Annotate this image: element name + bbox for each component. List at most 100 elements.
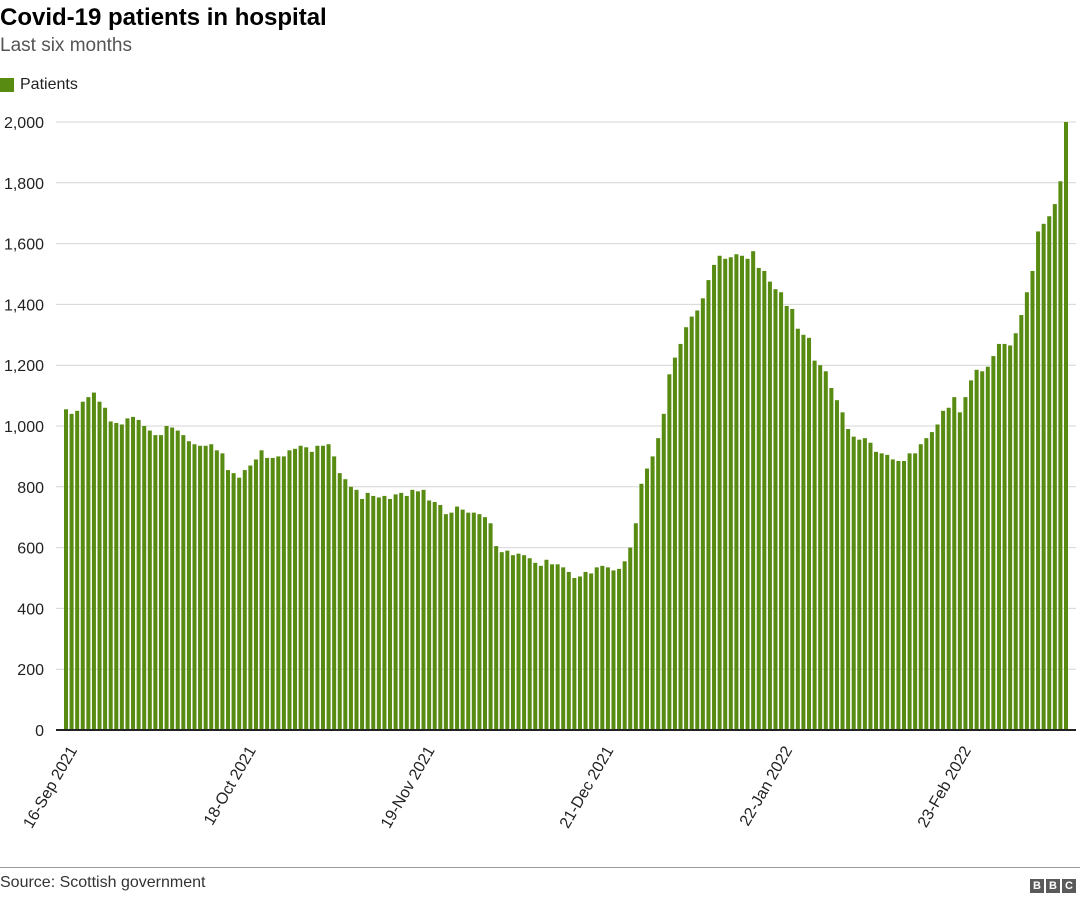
bar xyxy=(767,281,772,730)
bar xyxy=(689,316,694,730)
chart-title: Covid-19 patients in hospital xyxy=(0,4,327,31)
bar xyxy=(751,251,756,730)
bar xyxy=(1024,292,1029,730)
bar xyxy=(510,555,515,730)
bar xyxy=(382,495,387,730)
bar xyxy=(482,517,487,730)
bar xyxy=(700,298,705,730)
bar xyxy=(427,500,432,730)
bar xyxy=(868,442,873,730)
bar xyxy=(907,453,912,730)
bar xyxy=(644,468,650,730)
y-tick-label: 0 xyxy=(35,723,44,740)
bar xyxy=(661,413,666,730)
bar xyxy=(348,486,353,730)
y-tick-label: 800 xyxy=(17,480,44,497)
bar xyxy=(807,337,812,730)
bar xyxy=(75,410,80,730)
bar xyxy=(108,421,113,730)
bar xyxy=(136,419,141,730)
bar xyxy=(589,573,594,730)
x-tick-label: 19-Nov 2021 xyxy=(378,743,439,831)
bar xyxy=(242,470,247,730)
bar xyxy=(577,576,582,730)
y-tick-label: 600 xyxy=(17,541,44,558)
bar xyxy=(672,357,677,730)
bar xyxy=(270,457,275,730)
bar xyxy=(684,327,689,730)
bar xyxy=(941,410,946,730)
bar xyxy=(466,512,471,730)
bar xyxy=(114,422,119,730)
x-tick-label: 23-Feb 2022 xyxy=(915,743,975,830)
bar xyxy=(885,454,890,730)
bar xyxy=(611,570,616,730)
bar xyxy=(393,494,398,730)
bar xyxy=(1047,216,1052,730)
bar xyxy=(896,460,901,730)
legend-swatch xyxy=(0,78,14,92)
bar xyxy=(667,374,672,730)
bar xyxy=(97,401,102,730)
bar xyxy=(996,343,1001,730)
bar xyxy=(617,568,622,730)
x-tick-label: 18-Oct 2021 xyxy=(201,743,260,828)
bar xyxy=(656,438,661,730)
bar xyxy=(63,409,69,730)
y-tick-label: 200 xyxy=(17,662,44,679)
bar xyxy=(147,430,152,730)
bar xyxy=(991,356,996,730)
bar xyxy=(371,495,376,730)
bar xyxy=(214,450,219,730)
bar xyxy=(633,523,638,730)
bar xyxy=(639,483,644,730)
bar xyxy=(360,498,365,730)
y-tick-label: 1,000 xyxy=(4,419,44,436)
bar xyxy=(1052,204,1057,730)
bar xyxy=(91,392,96,730)
bar xyxy=(186,441,191,730)
bar xyxy=(226,470,231,730)
bar xyxy=(499,552,504,730)
bar xyxy=(745,258,750,730)
bar xyxy=(175,430,180,730)
bar xyxy=(739,255,744,730)
bar xyxy=(170,427,175,730)
bar xyxy=(1063,122,1069,730)
y-tick-label: 1,600 xyxy=(4,237,44,254)
bar xyxy=(293,448,298,730)
source-note: Source: Scottish government xyxy=(0,874,206,891)
bar xyxy=(723,258,728,730)
bar xyxy=(773,289,778,730)
bar xyxy=(538,565,543,730)
bar xyxy=(533,562,538,730)
bar xyxy=(276,456,281,730)
bar xyxy=(304,447,309,730)
bar xyxy=(784,305,789,730)
bar xyxy=(388,498,393,730)
bar xyxy=(332,456,337,730)
bar xyxy=(605,567,610,730)
bar xyxy=(561,567,566,730)
bar xyxy=(432,502,437,730)
bar xyxy=(622,561,627,730)
x-tick-label: 22-Jan 2022 xyxy=(737,743,796,829)
bar xyxy=(471,512,476,730)
bar xyxy=(600,565,605,730)
x-tick-label: 16-Sep 2021 xyxy=(21,743,82,831)
bar xyxy=(259,450,264,730)
bar xyxy=(505,550,510,730)
bar xyxy=(192,444,197,730)
bar xyxy=(572,578,577,730)
bar xyxy=(874,451,879,730)
bar xyxy=(103,407,108,730)
bar xyxy=(762,270,767,730)
bar xyxy=(253,459,258,730)
bar xyxy=(566,571,571,730)
bar xyxy=(365,492,370,730)
bar xyxy=(840,412,845,730)
bar xyxy=(935,424,940,730)
bar-chart: 0 200 400 600 800 1,000 1,200 1,400 1,600 1,800 2,… xyxy=(4,115,1076,831)
bar xyxy=(929,432,934,730)
bar xyxy=(901,460,906,730)
